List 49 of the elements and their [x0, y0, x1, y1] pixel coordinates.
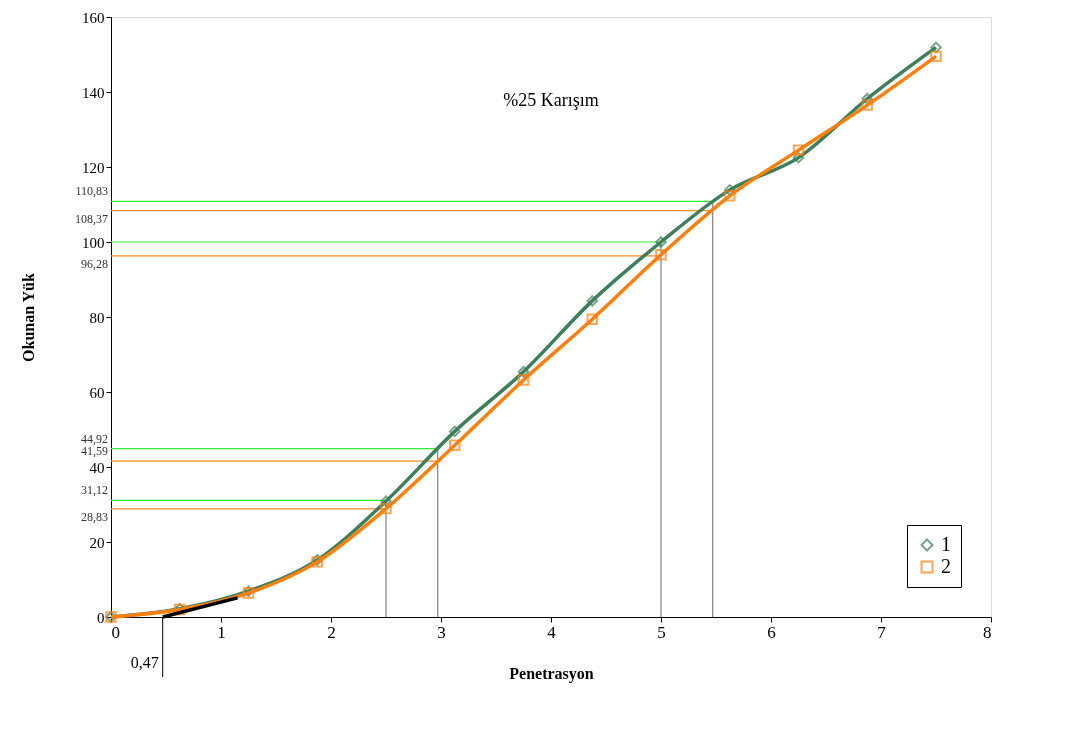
point	[861, 93, 873, 105]
text: %25 Karışım	[503, 90, 599, 110]
point	[655, 236, 667, 248]
x-tick-label: 6	[767, 622, 776, 642]
x-tick-label: 8	[983, 622, 992, 642]
ref-line-label: 110,83	[75, 184, 108, 199]
y-tick-label: 40	[89, 459, 105, 476]
y-tick-label: 160	[82, 9, 105, 26]
point	[517, 374, 530, 386]
annotation: 0,47	[130, 654, 159, 671]
y-tick-label: 140	[82, 84, 105, 101]
x-axis-title: Penetrasyon	[509, 664, 594, 683]
y-tick-label: 60	[89, 384, 105, 401]
point	[655, 249, 667, 261]
x-tick-label: 0	[111, 622, 120, 642]
y-axis-title: Okunan Yük	[20, 273, 37, 362]
point	[792, 151, 805, 164]
point	[724, 190, 736, 202]
point	[517, 366, 530, 378]
point	[861, 99, 873, 111]
point	[792, 144, 805, 156]
x-tick-label: 4	[547, 622, 557, 642]
legend-label: 2	[941, 555, 951, 577]
x-tick-label: 7	[877, 622, 887, 642]
point	[586, 295, 598, 307]
y-tick-label: 120	[82, 159, 105, 176]
ref-line-label: 28,83	[81, 509, 108, 524]
ref-line-label: 41,59	[81, 444, 108, 459]
point	[930, 41, 942, 54]
legend-label: 1	[941, 533, 951, 555]
y-tick-label: 100	[82, 234, 105, 251]
point	[586, 313, 598, 325]
point	[724, 184, 736, 196]
y-tick-label: 80	[89, 309, 105, 326]
point	[449, 439, 461, 451]
x-tick-label: 2	[327, 622, 336, 642]
ref-line-label: 44,92	[81, 431, 108, 446]
y-tick-label: 20	[89, 534, 105, 551]
point	[380, 495, 392, 507]
point	[449, 425, 461, 438]
x-tick-label: 5	[657, 622, 666, 642]
ref-line-label: 96,28	[81, 256, 108, 271]
x-tick-label: 3	[437, 622, 446, 642]
point	[930, 50, 942, 63]
y-tick-label: 0	[97, 609, 105, 626]
x-tick-label: 1	[217, 622, 226, 642]
ref-line-label: 108,37	[75, 211, 108, 226]
point	[380, 502, 392, 515]
ref-line-label: 31,12	[81, 483, 108, 498]
